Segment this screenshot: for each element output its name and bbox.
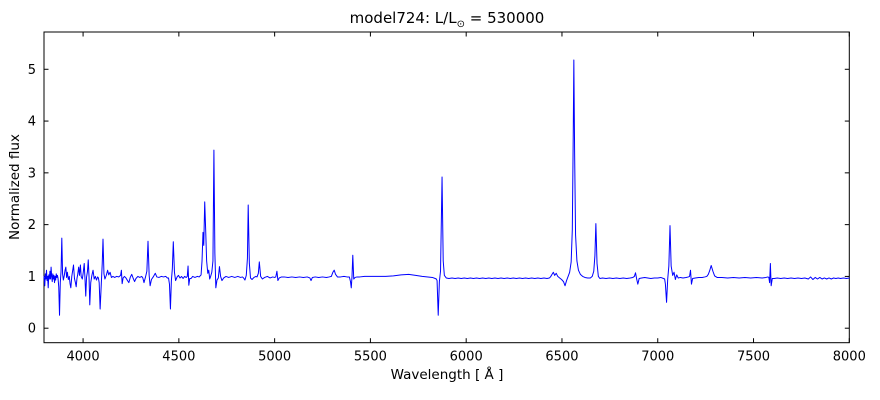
x-tick-label: 5500 [354,350,387,365]
y-tick-label: 5 [28,63,36,78]
x-tick-label: 6000 [450,350,483,365]
x-tick-label: 7000 [641,350,674,365]
y-tick-label: 2 [28,218,36,233]
x-tick-label: 4500 [162,350,195,365]
x-axis-label: Wavelength [ Å ] [390,367,504,383]
x-tick-label: 7500 [737,350,770,365]
plot-border [43,31,850,344]
y-tick-label: 0 [28,322,36,337]
plot-title: model724: L/L⊙ = 530000 [44,9,850,30]
x-tick-label: 8000 [833,350,866,365]
x-tick-label: 6500 [545,350,578,365]
x-tick-label: 5000 [258,350,291,365]
x-tick-label: 4000 [67,350,100,365]
y-tick-label: 1 [28,270,36,285]
plot-title-text: model724: L/L [349,9,457,27]
plot-title-value: = 530000 [464,9,545,27]
sun-symbol: ⊙ [456,19,465,30]
spectrum-line [43,59,850,316]
y-tick-label: 4 [28,115,36,130]
y-tick-label: 3 [28,166,36,181]
